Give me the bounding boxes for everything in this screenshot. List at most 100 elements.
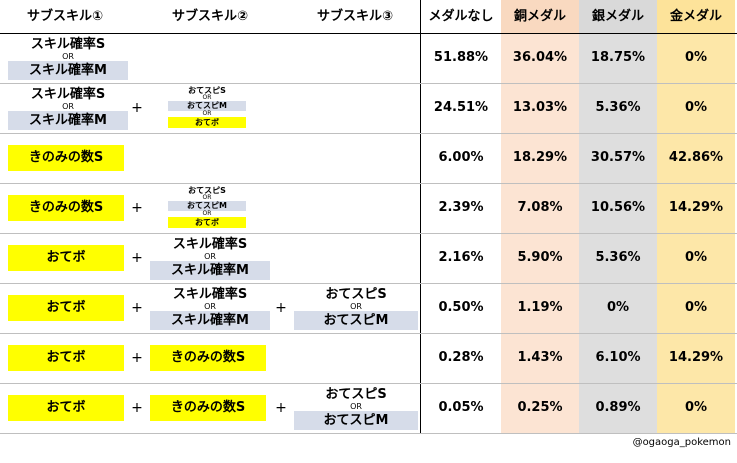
kinomi-label: きのみの数S <box>150 395 266 421</box>
header-gold: 金メダル <box>657 0 735 33</box>
header-sub1: サブスキル① <box>26 9 103 24</box>
speed-m-label: おてスピM <box>168 201 246 211</box>
table-row: きのみの数S 6.00% 18.29% 30.57% 42.86% <box>0 133 737 183</box>
divider-row <box>0 283 737 284</box>
value-bronze: 1.43% <box>517 350 563 365</box>
or-label: OR <box>62 102 74 111</box>
skill-s-label: スキル確率S <box>30 37 106 52</box>
speed-s-label: おてスピS <box>325 287 387 302</box>
value-silver: 5.36% <box>595 100 641 115</box>
value-gold: 14.29% <box>668 350 724 365</box>
speed-s-label: おてスピS <box>188 86 226 95</box>
plus-sign: + <box>275 300 287 316</box>
divider-row <box>0 83 737 84</box>
value-silver: 0% <box>606 300 630 315</box>
header-silver: 銀メダル <box>579 0 657 33</box>
divider-header <box>0 33 737 34</box>
otebo-label: おてボ <box>8 245 124 271</box>
value-silver: 6.10% <box>595 350 641 365</box>
value-bronze: 0.25% <box>517 400 563 415</box>
table-row: スキル確率S OR スキル確率M + おてスピS OR おてスピM OR おてボ… <box>0 83 737 133</box>
plus-sign: + <box>131 250 143 266</box>
otebo-label: おてボ <box>8 345 124 371</box>
or-label: OR <box>204 302 216 311</box>
divider-row <box>0 433 737 434</box>
otebo-label: おてボ <box>8 295 124 321</box>
value-none: 0.50% <box>438 300 484 315</box>
value-none: 0.05% <box>438 400 484 415</box>
divider-row <box>0 383 737 384</box>
value-gold: 0% <box>684 100 708 115</box>
value-silver: 10.56% <box>590 200 646 215</box>
value-none: 51.88% <box>433 50 489 65</box>
value-bronze: 5.90% <box>517 250 563 265</box>
or-label: OR <box>202 110 212 117</box>
value-none: 2.16% <box>438 250 484 265</box>
plus-sign: + <box>131 350 143 366</box>
or-label: OR <box>350 402 362 411</box>
value-bronze: 18.29% <box>512 150 568 165</box>
plus-sign: + <box>131 400 143 416</box>
header-none: メダルなし <box>428 9 494 24</box>
value-bronze: 1.19% <box>517 300 563 315</box>
value-none: 2.39% <box>438 200 484 215</box>
plus-sign: + <box>131 100 143 116</box>
header-bronze: 銅メダル <box>501 0 579 33</box>
skill-s-label: スキル確率S <box>172 287 248 302</box>
plus-sign: + <box>275 400 287 416</box>
value-bronze: 36.04% <box>512 50 568 65</box>
table-row: おてボ + きのみの数S 0.28% 1.43% 6.10% 14.29% <box>0 333 737 383</box>
or-label: OR <box>350 302 362 311</box>
speed-s-label: おてスピS <box>188 186 226 195</box>
skill-s-label: スキル確率S <box>30 87 106 102</box>
value-bronze: 7.08% <box>517 200 563 215</box>
divider-row <box>0 233 737 234</box>
value-gold: 0% <box>684 400 708 415</box>
or-label: OR <box>204 252 216 261</box>
speed-m-label: おてスピM <box>294 411 418 430</box>
value-none: 0.28% <box>438 350 484 365</box>
speed-s-label: おてスピS <box>325 387 387 402</box>
table-row: きのみの数S + おてスピS OR おてスピM OR おてボ 2.39% 7.0… <box>0 183 737 233</box>
plus-sign: + <box>131 200 143 216</box>
kinomi-label: きのみの数S <box>8 195 124 221</box>
skill-s-label: スキル確率S <box>172 237 248 252</box>
skill-m-label: スキル確率M <box>150 311 270 330</box>
skill-m-label: スキル確率M <box>8 111 128 130</box>
table-row: おてボ + きのみの数S + おてスピS OR おてスピM 0.05% 0.25… <box>0 383 737 433</box>
kinomi-label: きのみの数S <box>8 145 124 171</box>
table-row: おてボ + スキル確率S OR スキル確率M 2.16% 5.90% 5.36%… <box>0 233 737 283</box>
or-label: OR <box>202 194 212 201</box>
speed-m-label: おてスピM <box>294 311 418 330</box>
skill-m-label: スキル確率M <box>8 61 128 80</box>
value-silver: 30.57% <box>590 150 646 165</box>
skill-m-label: スキル確率M <box>150 261 270 280</box>
value-silver: 0.89% <box>595 400 641 415</box>
speed-m-label: おてスピM <box>168 101 246 111</box>
or-label: OR <box>202 210 212 217</box>
divider-row <box>0 133 737 134</box>
divider-vertical <box>420 0 421 433</box>
divider-row <box>0 333 737 334</box>
value-gold: 0% <box>684 300 708 315</box>
kinomi-label: きのみの数S <box>150 345 266 371</box>
value-gold: 14.29% <box>668 200 724 215</box>
value-gold: 42.86% <box>668 150 724 165</box>
table-row: おてボ + スキル確率S OR スキル確率M + おてスピS OR おてスピM … <box>0 283 737 333</box>
value-silver: 18.75% <box>590 50 646 65</box>
credit-text: @ogaoga_pokemon <box>632 437 731 448</box>
value-gold: 0% <box>684 50 708 65</box>
header-sub3: サブスキル③ <box>316 9 393 24</box>
value-silver: 5.36% <box>595 250 641 265</box>
header-sub2: サブスキル② <box>171 9 248 24</box>
or-label: OR <box>62 52 74 61</box>
divider-row <box>0 183 737 184</box>
table-row: スキル確率S OR スキル確率M 51.88% 36.04% 18.75% 0% <box>0 33 737 83</box>
otebo-label: おてボ <box>168 117 246 128</box>
value-none: 6.00% <box>438 150 484 165</box>
or-label: OR <box>202 94 212 101</box>
value-gold: 0% <box>684 250 708 265</box>
plus-sign: + <box>131 300 143 316</box>
value-none: 24.51% <box>433 100 489 115</box>
value-bronze: 13.03% <box>512 100 568 115</box>
